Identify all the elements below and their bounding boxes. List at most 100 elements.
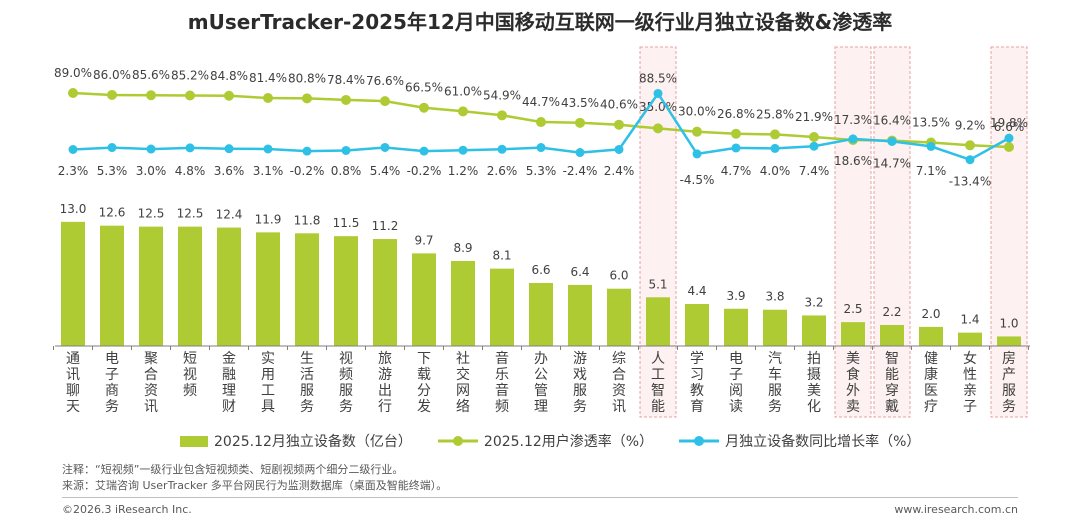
category-labels: 通讯聊天 电子商务 聚合资讯 短视频 金融理财 实用工具 生活服务 视频服务 旅游出行 下载分发 社…: [66, 350, 1016, 415]
penetration-point: [224, 90, 234, 101]
legend-label-penetration: 2025.12用户渗透率（%）: [483, 434, 654, 450]
bar: [802, 315, 826, 346]
legend-item-devices: 2025.12月独立设备数（亿台）: [180, 431, 412, 451]
penetration-label: 80.8%: [288, 71, 326, 85]
bar: [919, 326, 943, 346]
bar: [451, 261, 475, 346]
growth-label: 2.3%: [58, 164, 89, 178]
bar-value-label: 3.9: [726, 289, 745, 303]
penetration-label: 85.2%: [171, 68, 209, 82]
bar-value-label: 12.5: [138, 207, 165, 221]
penetration-label: 85.6%: [132, 68, 170, 82]
category-label: 房产服务: [1002, 351, 1016, 415]
growth-point: [848, 134, 858, 144]
bar-value-label: 13.0: [60, 202, 87, 216]
penetration-label: 40.6%: [600, 98, 638, 112]
penetration-point: [965, 140, 975, 151]
highlight-box: [873, 46, 911, 418]
penetration-point: [575, 117, 585, 128]
growth-label: 7.1%: [916, 164, 947, 178]
x-axis-ticks: [53, 346, 1029, 350]
bar: [178, 226, 202, 346]
category-label: 健康医疗: [924, 351, 938, 415]
category-label: 电子阅读: [729, 351, 743, 415]
penetration-label: 30.0%: [678, 105, 716, 119]
growth-point: [458, 145, 468, 155]
bar: [607, 288, 631, 346]
growth-label: 5.3%: [526, 164, 557, 178]
growth-point: [263, 144, 273, 154]
bar: [958, 332, 982, 346]
bar: [724, 308, 748, 346]
growth-point: [107, 143, 117, 153]
bar: [568, 284, 592, 346]
bar-value-label: 11.9: [255, 212, 282, 226]
penetration-label: 9.2%: [955, 118, 986, 132]
growth-label: -0.2%: [290, 164, 325, 178]
penetration-label: 21.9%: [795, 110, 833, 124]
penetration-label: 54.9%: [483, 88, 521, 102]
website: www.iresearch.com.cn: [894, 503, 1018, 516]
category-label: 汽车服务: [768, 351, 782, 415]
category-label: 拍摄美化: [807, 351, 821, 415]
legend-label-devices: 2025.12月独立设备数（亿台）: [214, 434, 412, 450]
penetration-point: [68, 88, 78, 98]
growth-label: 7.4%: [799, 164, 830, 178]
growth-label: 19.8%: [990, 116, 1028, 130]
bar: [295, 233, 319, 346]
copyright: ©2026.3 iResearch Inc.: [62, 503, 192, 516]
growth-label: -4.5%: [680, 173, 715, 187]
growth-label: 5.3%: [97, 164, 128, 178]
bar-value-label: 6.6: [531, 263, 550, 277]
penetration-label: 25.8%: [756, 107, 794, 121]
bar-value-label: 11.8: [294, 213, 321, 227]
category-label: 人工智能: [651, 351, 665, 415]
footer-divider: [62, 497, 1018, 498]
category-label: 视频服务: [339, 351, 353, 415]
growth-label: -2.4%: [563, 164, 598, 178]
bar: [490, 268, 514, 346]
highlight-boxes: [639, 46, 1028, 418]
category-label: 下载分发: [417, 351, 431, 415]
bar-value-label: 12.5: [177, 207, 204, 221]
penetration-point: [809, 131, 819, 142]
category-label: 游戏服务: [573, 351, 587, 415]
bar-value-label: 12.4: [216, 208, 243, 222]
category-label: 综合资讯: [612, 351, 626, 415]
penetration-label: 44.7%: [522, 95, 560, 109]
growth-label: -13.4%: [949, 175, 991, 189]
penetration-label: 6.6%: [994, 120, 1025, 134]
penetration-point: [302, 93, 312, 104]
bar-value-label: 2.5: [843, 302, 862, 316]
bar: [412, 253, 436, 346]
bar-value-label: 6.4: [570, 265, 589, 279]
bar-value-label: 3.8: [765, 290, 784, 304]
highlight-box: [834, 46, 872, 418]
category-label: 电子商务: [105, 351, 119, 415]
penetration-label: 13.5%: [912, 115, 950, 129]
growth-label: 2.6%: [487, 164, 518, 178]
growth-point: [692, 149, 702, 159]
penetration-point: [497, 110, 507, 121]
penetration-point: [341, 94, 351, 105]
penetration-label: 43.5%: [561, 96, 599, 110]
penetration-point: [1004, 142, 1014, 152]
category-label: 聚合资讯: [144, 351, 158, 415]
growth-point: [575, 148, 585, 158]
legend-swatch-penetration: [437, 436, 478, 446]
category-label: 实用工具: [261, 351, 275, 415]
growth-point: [536, 143, 546, 153]
bar-value-label: 8.9: [453, 241, 472, 255]
legend-swatch-growth: [679, 436, 720, 446]
penetration-label: 16.4%: [873, 114, 911, 128]
category-label: 智能穿戴: [885, 351, 899, 415]
penetration-label: 17.3%: [834, 113, 872, 127]
bar: [61, 221, 85, 346]
category-label: 办公管理: [534, 351, 548, 415]
growth-label: 3.1%: [253, 164, 284, 178]
notes: 注释：“短视频”一级行业包含短视频类、短剧视频两个细分二级行业。 来源：艾瑞咨询…: [62, 462, 447, 494]
category-label: 女性亲子: [963, 350, 977, 415]
bar-value-label: 2.0: [921, 307, 940, 321]
penetration-label: 86.0%: [93, 68, 131, 82]
source-text: 来源：艾瑞咨询 UserTracker 多平台网民行为监测数据库（桌面及智能终端…: [62, 479, 448, 492]
